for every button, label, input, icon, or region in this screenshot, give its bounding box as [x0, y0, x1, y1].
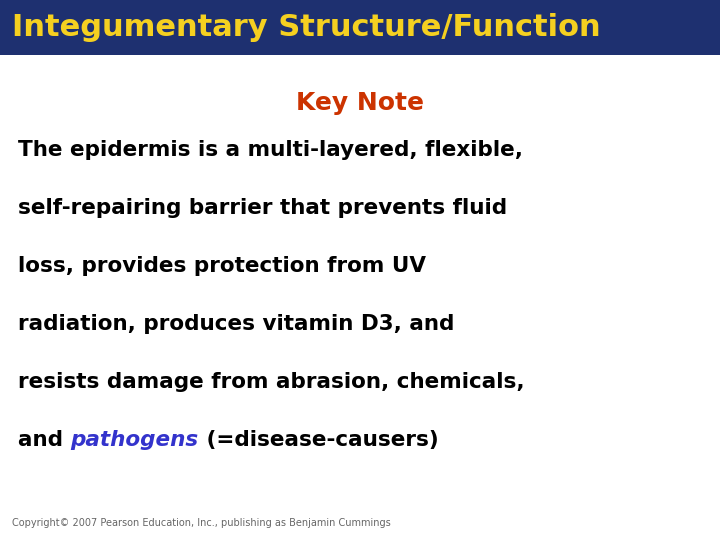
Text: self-repairing barrier that prevents fluid: self-repairing barrier that prevents flu… — [18, 198, 507, 218]
Text: resists damage from abrasion, chemicals,: resists damage from abrasion, chemicals, — [18, 372, 525, 392]
Text: Key Note: Key Note — [296, 91, 424, 115]
Text: pathogens: pathogens — [71, 430, 199, 450]
Text: Integumentary Structure/Function: Integumentary Structure/Function — [12, 14, 600, 43]
Text: loss, provides protection from UV: loss, provides protection from UV — [18, 256, 426, 276]
Text: The epidermis is a multi-layered, flexible,: The epidermis is a multi-layered, flexib… — [18, 140, 523, 160]
Text: Copyright© 2007 Pearson Education, Inc., publishing as Benjamin Cummings: Copyright© 2007 Pearson Education, Inc.,… — [12, 518, 391, 528]
Text: (=disease-causers): (=disease-causers) — [199, 430, 438, 450]
Text: and: and — [18, 430, 71, 450]
Bar — [0, 0, 720, 55]
Text: radiation, produces vitamin D3, and: radiation, produces vitamin D3, and — [18, 314, 454, 334]
